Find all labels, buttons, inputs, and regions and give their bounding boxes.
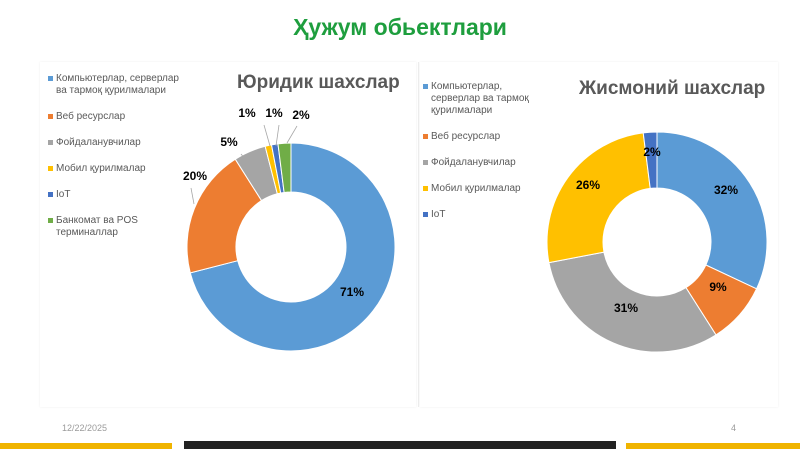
legend-legal: Компьютерлар, серверлар ва тармоқ қурилм…: [48, 73, 180, 253]
data-label: 26%: [576, 178, 600, 192]
legend-swatch: [48, 76, 53, 81]
legend-swatch: [423, 186, 428, 191]
legend-swatch: [48, 192, 53, 197]
legend-label: IoT: [431, 209, 446, 220]
data-label: 20%: [183, 169, 207, 183]
data-label: 2%: [292, 108, 310, 122]
footer-accent-right: [626, 443, 800, 449]
legend-label: Веб ресурслар: [56, 111, 126, 122]
legend-entry: Компьютерлар, серверлар ва тармоқ қурилм…: [423, 81, 545, 117]
legend-label: Веб ресурслар: [431, 131, 501, 142]
donut-slice-legal-5: [277, 142, 292, 193]
legend-swatch: [48, 218, 53, 223]
footer-date: 12/22/2025: [62, 423, 108, 433]
legend-swatch: [48, 140, 53, 145]
legend-entry: IoT: [48, 189, 180, 201]
legend-swatch: [423, 212, 428, 217]
legend-label: Мобил қурилмалар: [56, 163, 146, 174]
legend-swatch: [423, 84, 428, 89]
leader-line: [240, 153, 247, 161]
data-label: 5%: [220, 135, 238, 149]
footer-accent-center: [184, 441, 616, 449]
legend-individual: Компьютерлар, серверлар ва тармоқ қурилм…: [423, 81, 545, 235]
legend-entry: Веб ресурслар: [48, 111, 180, 123]
legend-entry: Мобил қурилмалар: [423, 183, 545, 195]
data-label: 2%: [643, 145, 661, 159]
legend-entry: Фойдаланувчилар: [48, 137, 180, 149]
footer-accent-left: [0, 443, 172, 449]
data-label: 71%: [340, 285, 364, 299]
donut-slice-legal-0: [189, 142, 396, 352]
data-label: 1%: [265, 106, 283, 120]
donut-slice-individual-0: [656, 131, 768, 290]
legend-entry: Мобил қурилмалар: [48, 163, 180, 175]
legend-swatch: [423, 134, 428, 139]
leader-line: [263, 124, 271, 147]
legend-entry: Банкомат ва POS терминаллар: [48, 215, 180, 239]
leader-line: [275, 124, 280, 147]
chart-title-individual: Жисмоний шахслар: [579, 78, 766, 99]
donut-slice-individual-3: [546, 132, 651, 264]
legend-entry: Компьютерлар, серверлар ва тармоқ қурилм…: [48, 73, 180, 97]
legend-label: IoT: [56, 189, 71, 200]
data-label: 1%: [238, 106, 256, 120]
leader-line: [286, 125, 298, 144]
legend-label: Банкомат ва POS терминаллар: [56, 215, 138, 238]
slide-title: Ҳужум обьектлари: [293, 14, 507, 40]
legend-swatch: [48, 114, 53, 119]
legend-swatch: [48, 166, 53, 171]
legend-swatch: [423, 160, 428, 165]
legend-label: Компьютерлар, серверлар ва тармоқ қурилм…: [431, 81, 529, 116]
legend-label: Мобил қурилмалар: [431, 183, 521, 194]
data-label: 32%: [714, 183, 738, 197]
legend-label: Компьютерлар, серверлар ва тармоқ қурилм…: [56, 73, 179, 96]
donut-slice-individual-2: [548, 251, 717, 353]
legend-label: Фойдаланувчилар: [431, 157, 516, 168]
data-label: 31%: [614, 301, 638, 315]
legend-entry: Фойдаланувчилар: [423, 157, 545, 169]
data-label: 9%: [709, 280, 727, 294]
donut-slice-individual-4: [642, 131, 658, 189]
leader-line: [190, 187, 195, 205]
footer-page-number: 4: [731, 423, 737, 433]
legend-entry: Веб ресурслар: [423, 131, 545, 143]
chart-title-legal: Юридик шахслар: [237, 72, 400, 93]
legend-entry: IoT: [423, 209, 545, 221]
panel-divider: [418, 62, 419, 407]
legend-label: Фойдаланувчилар: [56, 137, 141, 148]
